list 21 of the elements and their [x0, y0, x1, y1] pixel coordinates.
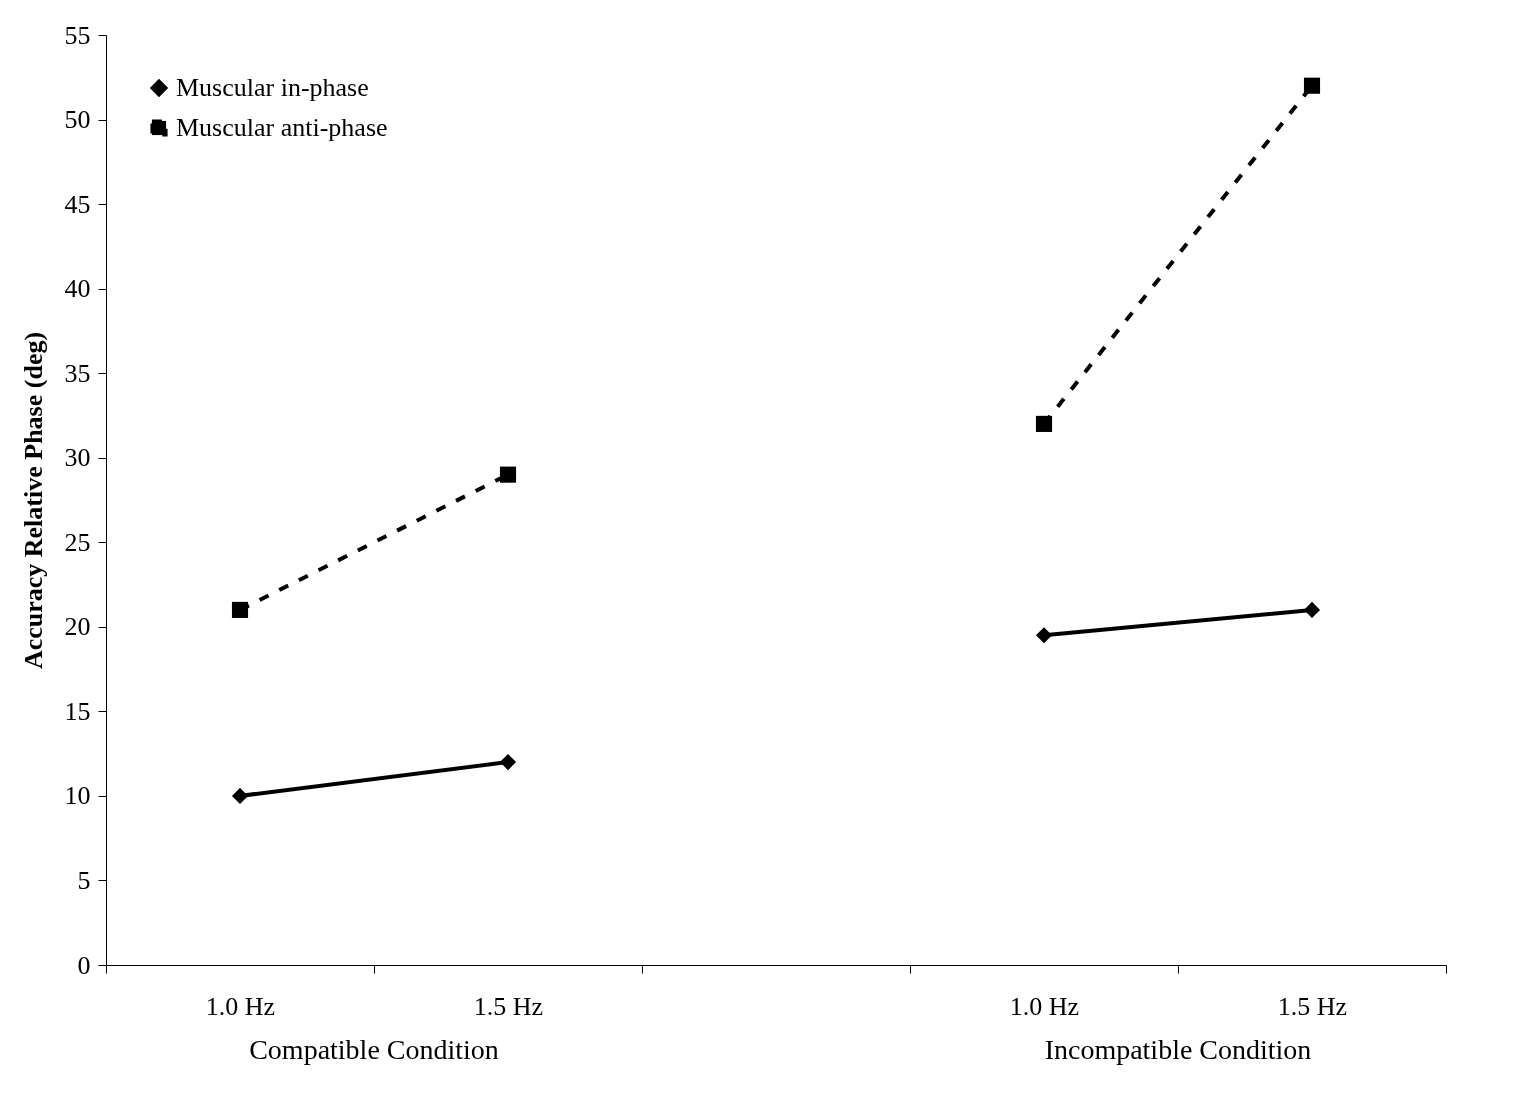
y-tick-label: 15	[64, 696, 91, 726]
y-axis-title: Accuracy Relative Phase (deg)	[18, 331, 48, 670]
y-tick-label: 45	[64, 189, 91, 219]
x-tick-label: 1.0 Hz	[1009, 991, 1080, 1021]
y-tick-label: 40	[64, 274, 91, 304]
legend-label: Muscular anti-phase	[176, 113, 388, 142]
y-tick-label: 5	[77, 865, 91, 895]
y-tick-label: 35	[64, 358, 91, 388]
y-tick-label: 30	[64, 443, 91, 473]
y-tick-label: 0	[77, 950, 91, 980]
y-tick-label: 50	[64, 105, 91, 135]
x-tick-label: 1.0 Hz	[205, 991, 276, 1021]
y-tick-label: 25	[64, 527, 91, 557]
x-tick-label: 1.5 Hz	[473, 991, 544, 1021]
y-tick-label: 20	[64, 612, 91, 642]
x-tick-label: 1.5 Hz	[1277, 991, 1348, 1021]
y-tick-label: 10	[64, 781, 91, 811]
text: Incompatible Condition	[1044, 1034, 1312, 1065]
y-tick-label: 55	[64, 20, 91, 50]
text: Compatible Condition	[249, 1034, 499, 1065]
legend-label: Muscular in-phase	[176, 73, 369, 102]
